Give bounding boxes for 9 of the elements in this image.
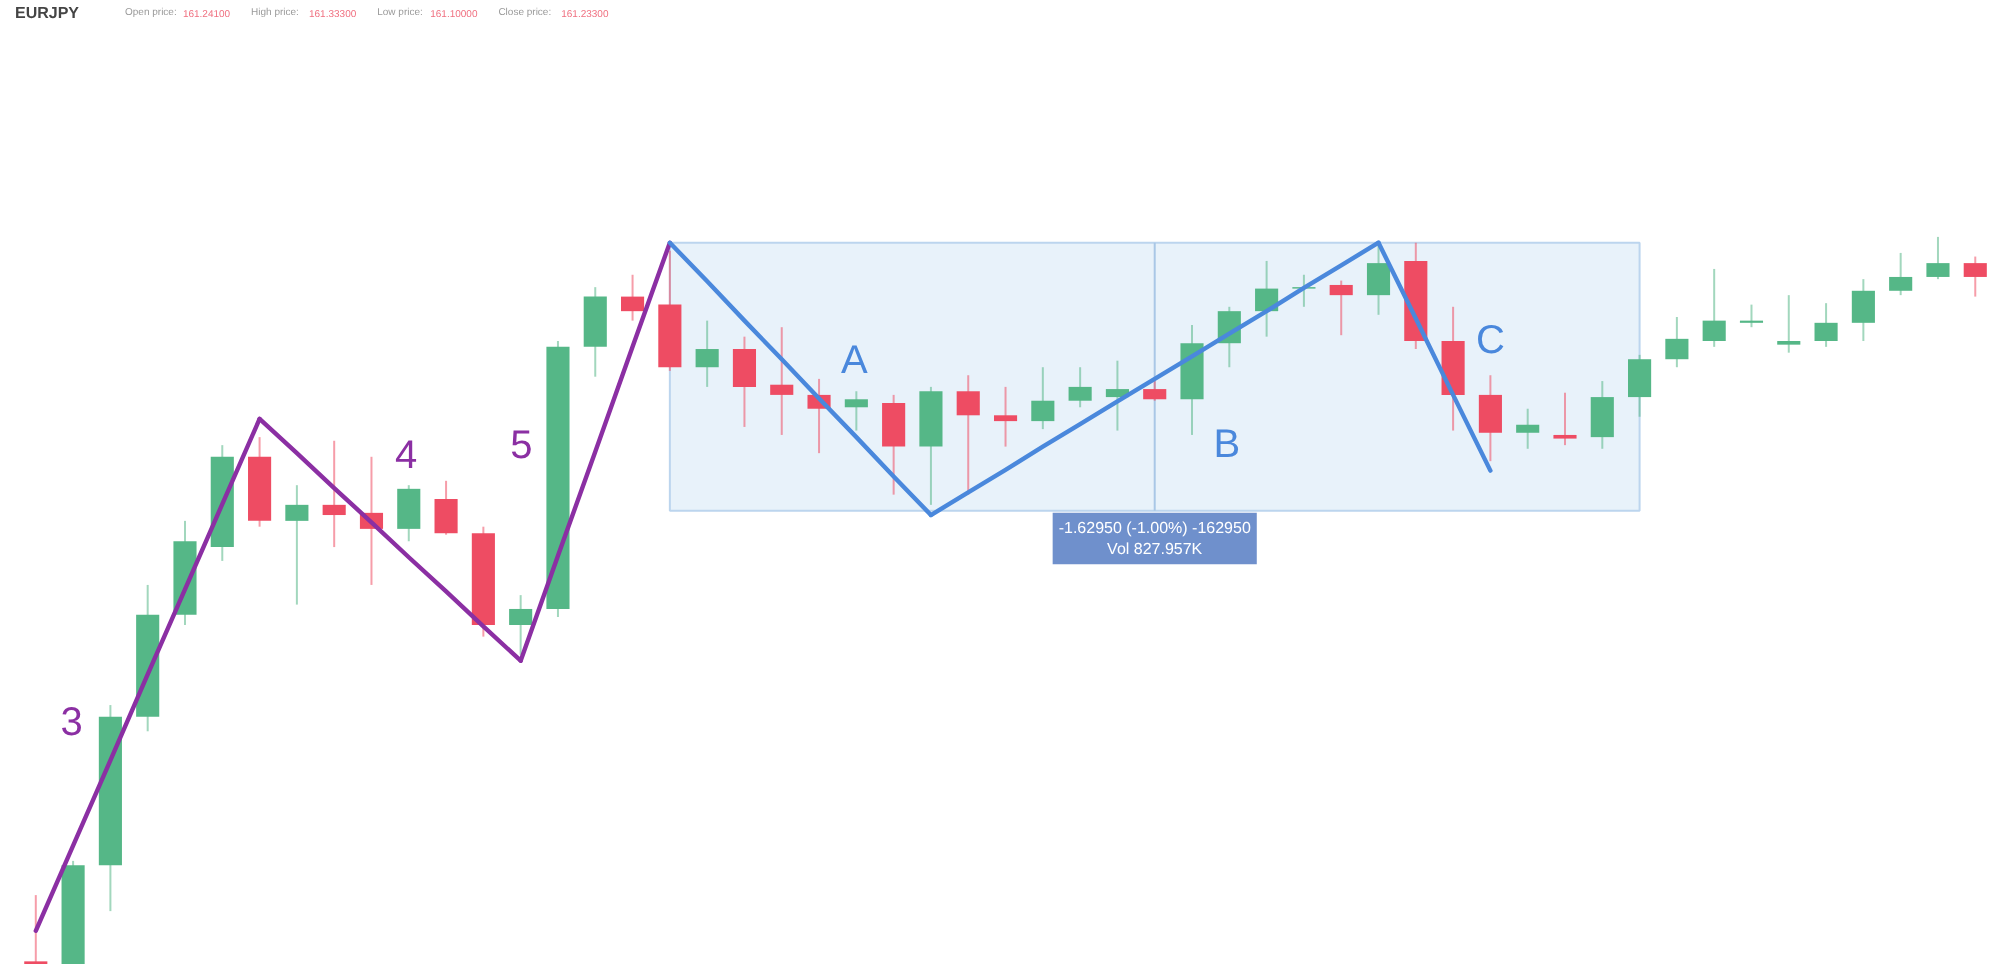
annotation: -1.62950 (-1.00%) -162950 bbox=[1058, 518, 1252, 537]
series-label: B bbox=[1213, 422, 1241, 467]
series-label: 3 bbox=[60, 700, 83, 745]
series-label: 4 bbox=[395, 433, 418, 478]
series-label: C bbox=[1476, 318, 1505, 363]
chart-title: EURJPY bbox=[15, 4, 81, 22]
series-label: 5 bbox=[510, 423, 533, 468]
annotation: Vol 827.957K bbox=[1107, 540, 1204, 559]
series-label: A bbox=[841, 338, 870, 383]
